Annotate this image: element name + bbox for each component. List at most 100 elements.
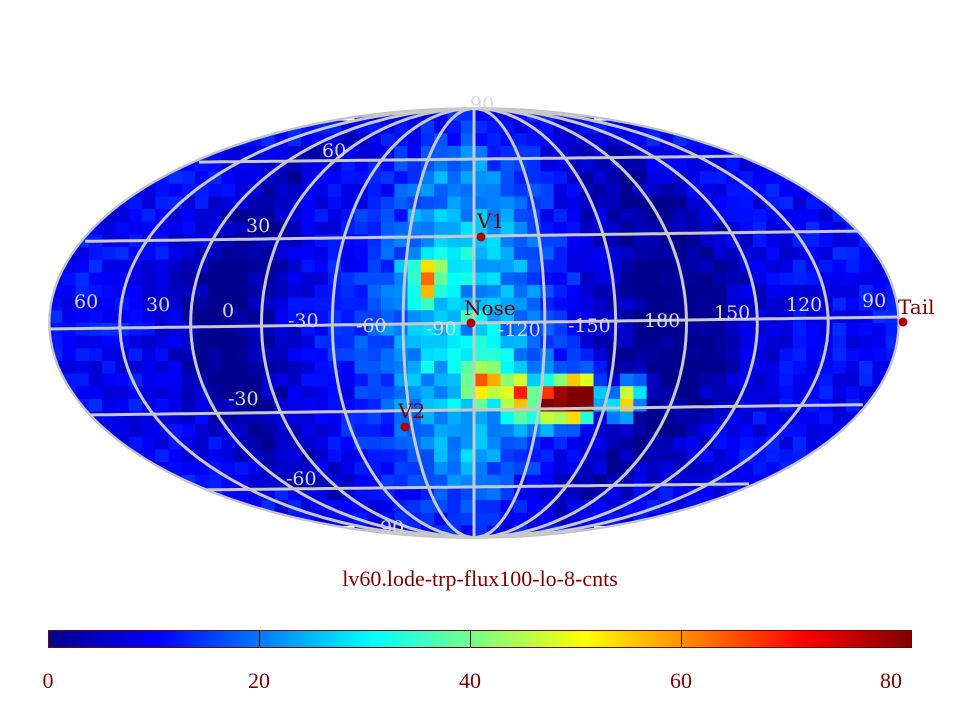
heatmap-cell bbox=[859, 285, 874, 299]
heatmap-cell bbox=[327, 196, 342, 210]
heatmap-cell bbox=[420, 183, 435, 198]
heatmap-cell bbox=[115, 323, 130, 337]
heatmap-cell bbox=[394, 158, 409, 172]
heatmap-cell bbox=[314, 196, 329, 210]
heatmap-cell bbox=[686, 310, 701, 324]
heatmap-cell bbox=[872, 272, 887, 286]
heatmap-cell bbox=[474, 373, 488, 387]
heatmap-cell bbox=[301, 411, 316, 425]
heatmap-cell bbox=[859, 323, 874, 337]
heatmap-cell bbox=[566, 424, 581, 438]
heatmap-cell bbox=[301, 234, 316, 248]
heatmap-cell bbox=[407, 145, 422, 160]
heatmap-cell bbox=[434, 259, 449, 274]
heatmap-cell bbox=[819, 424, 834, 438]
heatmap-cell bbox=[155, 348, 170, 362]
heatmap-cell bbox=[766, 171, 781, 185]
parallel-line bbox=[199, 482, 750, 492]
heatmap-cell bbox=[633, 259, 648, 274]
heatmap-cell bbox=[102, 285, 117, 299]
heatmap-cell bbox=[859, 247, 874, 261]
heatmap-cell bbox=[168, 272, 183, 286]
heatmap-cell bbox=[500, 462, 515, 476]
heatmap-cell bbox=[553, 335, 568, 349]
heatmap-cell bbox=[434, 183, 449, 198]
heatmap-cell bbox=[181, 462, 196, 476]
heatmap-cell bbox=[513, 449, 528, 463]
heatmap-cell bbox=[327, 398, 342, 413]
heatmap-cell bbox=[460, 259, 475, 274]
heatmap-cell bbox=[566, 158, 581, 172]
heatmap-cell bbox=[606, 449, 621, 463]
heatmap-cell bbox=[314, 209, 329, 223]
heatmap-cell bbox=[553, 183, 568, 198]
lon-label-0: 0 bbox=[222, 300, 234, 322]
heatmap-cell bbox=[527, 285, 542, 299]
heatmap-cell bbox=[633, 158, 648, 172]
heatmap-cell bbox=[274, 247, 289, 261]
heatmap-cell bbox=[726, 348, 741, 362]
heatmap-cell bbox=[447, 158, 462, 172]
heatmap-cell bbox=[885, 386, 899, 400]
heatmap-cell bbox=[274, 373, 289, 387]
heatmap-cell bbox=[566, 145, 581, 160]
heatmap-cell bbox=[155, 386, 170, 400]
heatmap-cell bbox=[460, 209, 475, 223]
heatmap-cell bbox=[460, 335, 475, 349]
heatmap-cell bbox=[394, 335, 409, 349]
heatmap-cell bbox=[686, 323, 701, 337]
heatmap-cell bbox=[221, 373, 236, 387]
heatmap-cell bbox=[460, 348, 475, 362]
heatmap-cell bbox=[686, 247, 701, 261]
heatmap-cell bbox=[819, 323, 834, 337]
heatmap-cell bbox=[540, 462, 555, 476]
heatmap-cell bbox=[234, 272, 249, 286]
heatmap-cell bbox=[327, 474, 342, 489]
heatmap-cell bbox=[434, 487, 449, 501]
heatmap-cell bbox=[248, 196, 263, 210]
heatmap-cell bbox=[540, 183, 555, 198]
heatmap-cell bbox=[354, 247, 369, 261]
heatmap-cell bbox=[566, 335, 581, 349]
heatmap-cell bbox=[221, 196, 236, 210]
heatmap-cell bbox=[434, 436, 449, 451]
heatmap-cell bbox=[659, 171, 674, 185]
heatmap-cell bbox=[195, 474, 209, 489]
heatmap-cell bbox=[354, 272, 369, 286]
heatmap-cell bbox=[460, 196, 475, 210]
heatmap-cell bbox=[248, 171, 263, 185]
heatmap-cell bbox=[513, 297, 528, 311]
heatmap-cell bbox=[261, 221, 276, 236]
heatmap-cell bbox=[447, 436, 462, 451]
heatmap-cell bbox=[487, 145, 502, 160]
heatmap-cell bbox=[553, 259, 568, 274]
heatmap-cell bbox=[580, 398, 595, 413]
heatmap-cell bbox=[381, 272, 395, 286]
heatmap-cell bbox=[500, 285, 515, 299]
heatmap-cell bbox=[168, 247, 183, 261]
heatmap-cell bbox=[102, 436, 117, 451]
heatmap-cell bbox=[553, 386, 568, 400]
heatmap-cell bbox=[792, 196, 807, 210]
heatmap-cell bbox=[845, 221, 860, 236]
heatmap-cell bbox=[713, 411, 727, 425]
heatmap-cell bbox=[872, 234, 887, 248]
heatmap-cell bbox=[513, 335, 528, 349]
heatmap-cell bbox=[288, 259, 302, 274]
heatmap-cell bbox=[646, 348, 661, 362]
lon-label-minus-150: -150 bbox=[568, 315, 611, 337]
heatmap-cell bbox=[659, 285, 674, 299]
heatmap-cell bbox=[314, 449, 329, 463]
heatmap-cell bbox=[540, 209, 555, 223]
heatmap-cell bbox=[301, 474, 316, 489]
heatmap-cell bbox=[288, 297, 302, 311]
heatmap-cell bbox=[381, 462, 395, 476]
heatmap-cell bbox=[752, 386, 767, 400]
heatmap-cell bbox=[327, 487, 342, 501]
heatmap-cell bbox=[407, 259, 422, 274]
heatmap-cell bbox=[766, 411, 781, 425]
heatmap-cell bbox=[208, 474, 223, 489]
heatmap-cell bbox=[141, 247, 156, 261]
heatmap-cell bbox=[261, 171, 276, 185]
heatmap-cell bbox=[752, 348, 767, 362]
